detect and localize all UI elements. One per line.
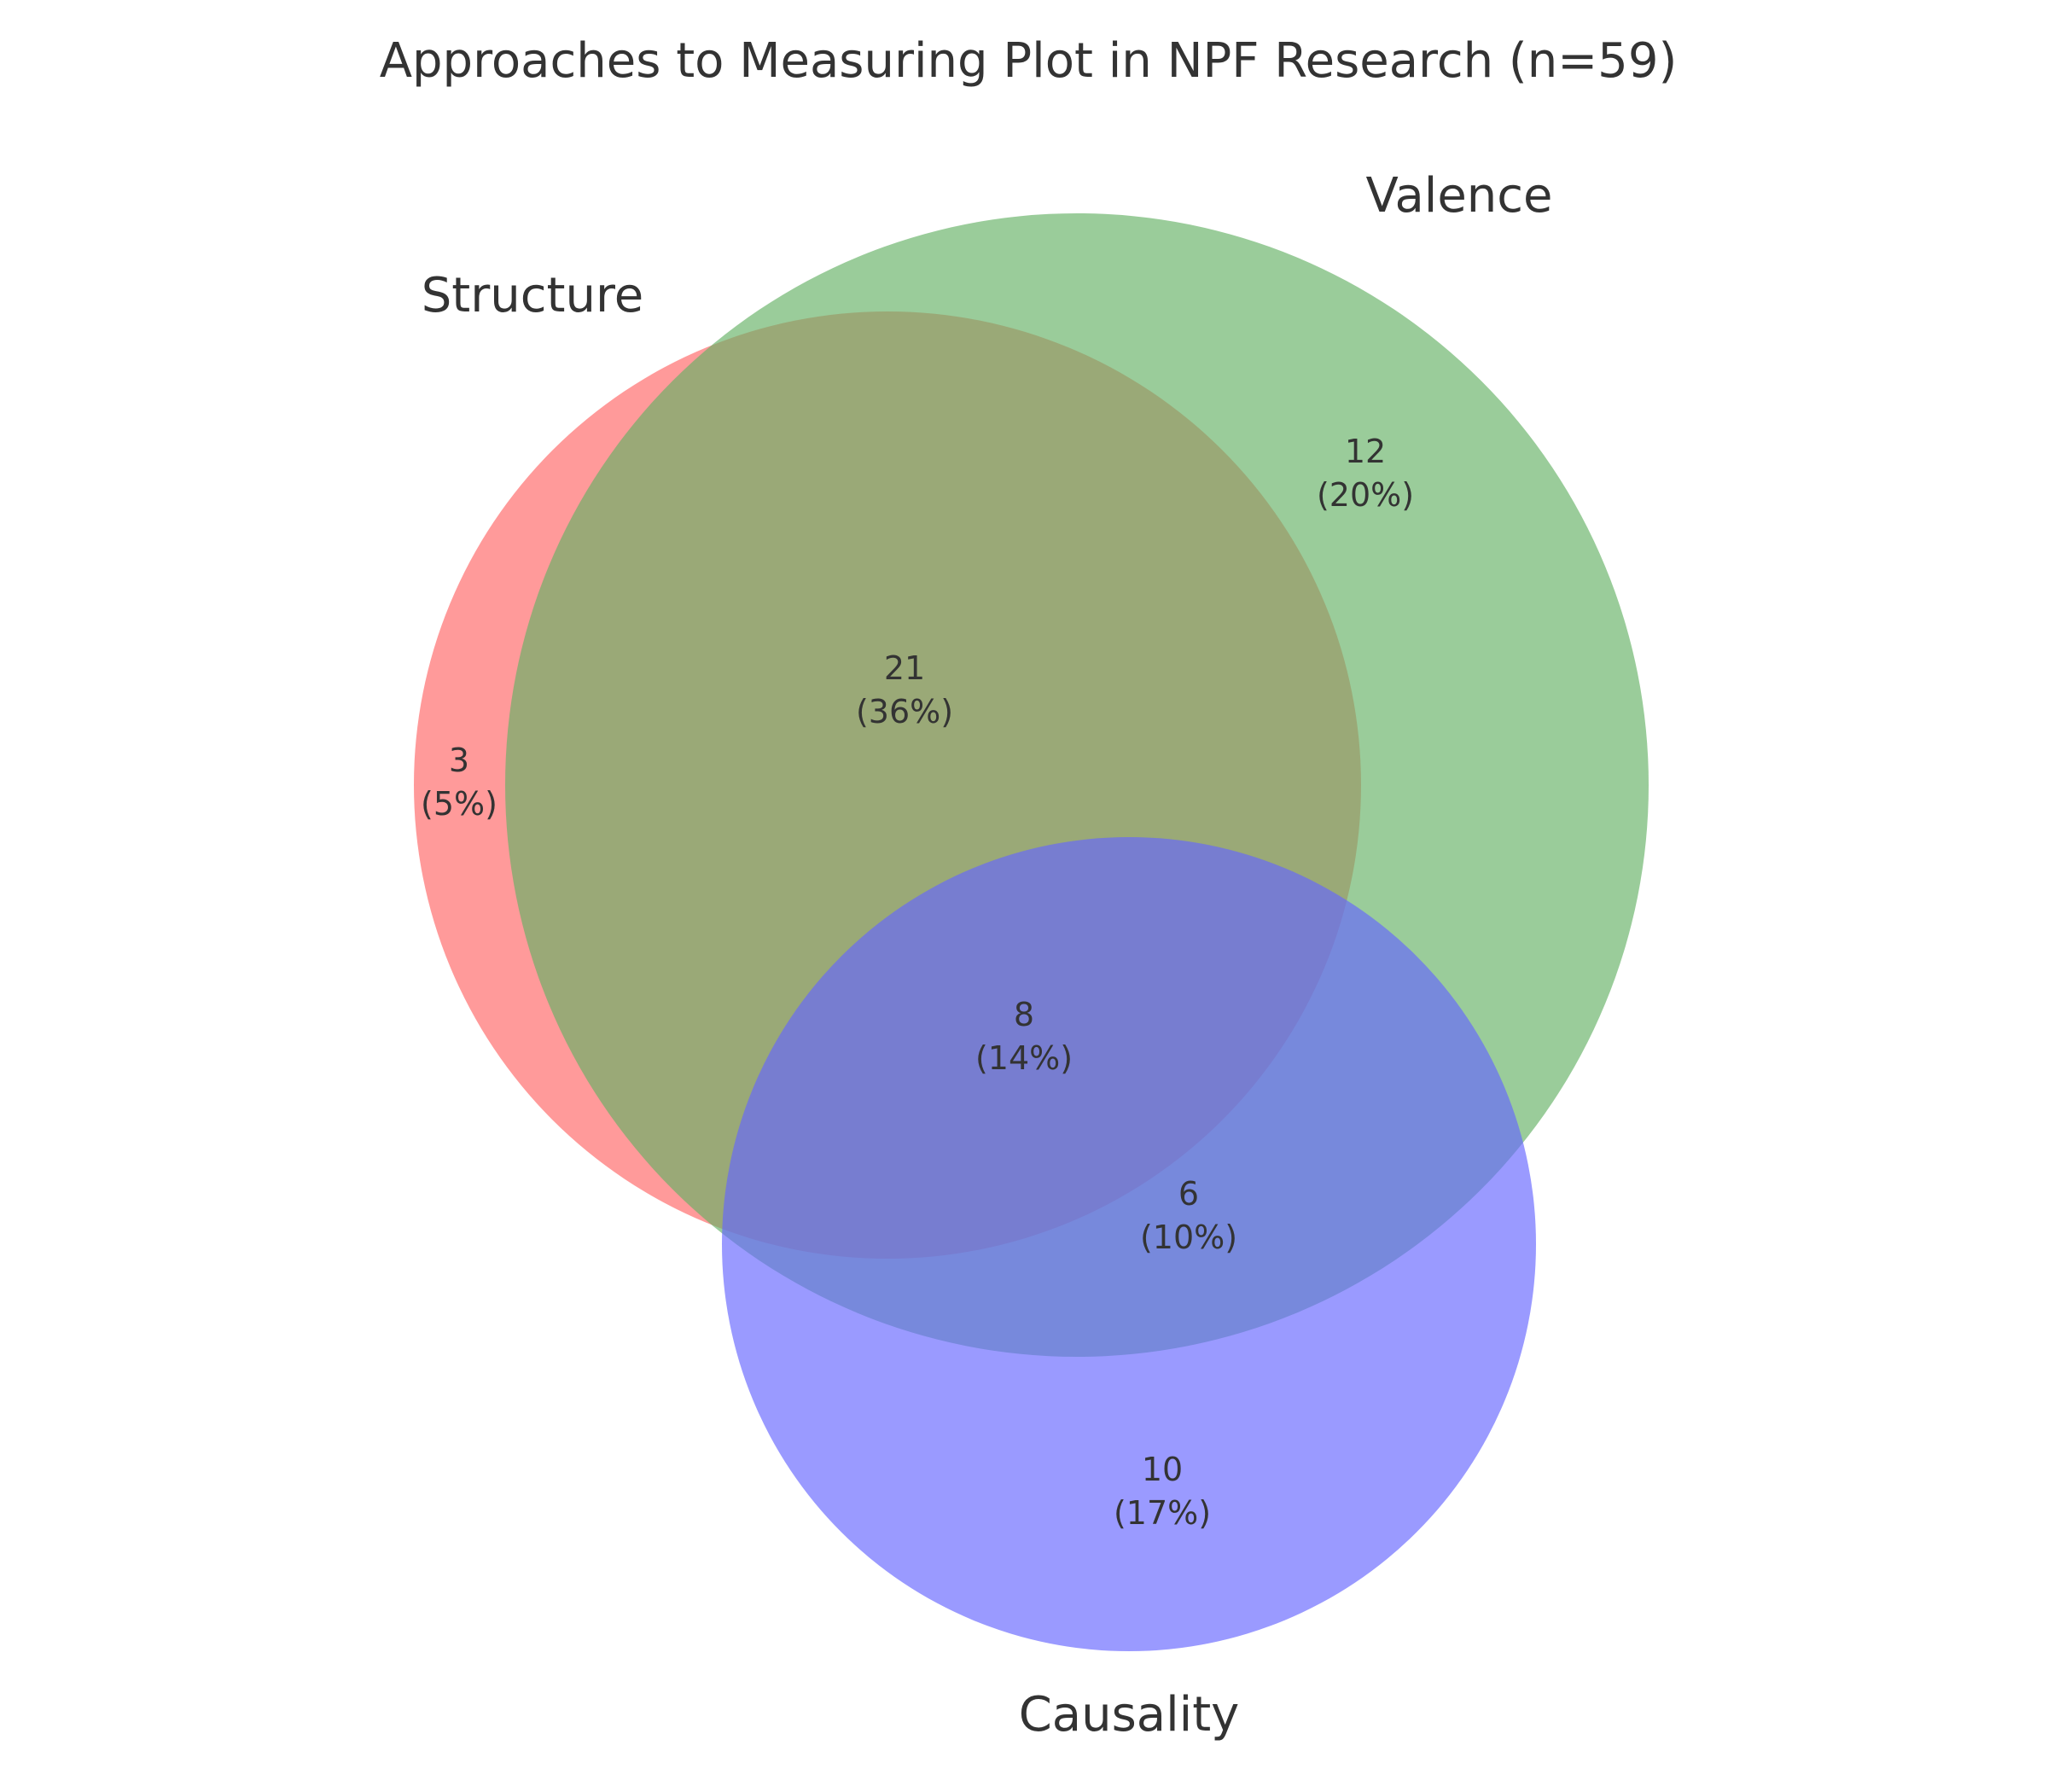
set-label-causality: Causality <box>1019 1687 1240 1743</box>
region-valence-only: 12 (20%) <box>1317 433 1414 514</box>
region-count-valence-causality: 6 <box>1178 1175 1199 1213</box>
region-count-causality-only: 10 <box>1142 1451 1183 1488</box>
region-all-three: 8 (14%) <box>975 996 1073 1077</box>
set-label-structure: Structure <box>422 268 644 323</box>
region-count-structure-valence: 21 <box>884 649 925 687</box>
region-count-valence-only: 12 <box>1345 433 1386 470</box>
region-count-all-three: 8 <box>1014 996 1034 1033</box>
region-valence-causality: 6 (10%) <box>1140 1175 1237 1256</box>
region-causality-only: 10 (17%) <box>1114 1451 1211 1532</box>
region-percent-causality-only: (17%) <box>1114 1494 1211 1532</box>
circle-causality <box>722 837 1536 1651</box>
region-count-structure-only: 3 <box>449 742 469 779</box>
region-percent-all-three: (14%) <box>975 1039 1073 1077</box>
set-label-valence: Valence <box>1365 168 1552 224</box>
region-structure-valence: 21 (36%) <box>856 649 953 730</box>
region-percent-structure-valence: (36%) <box>856 693 953 730</box>
region-percent-valence-only: (20%) <box>1317 476 1414 514</box>
region-structure-only: 3 (5%) <box>421 742 497 823</box>
chart-title: Approaches to Measuring Plot in NPF Rese… <box>380 33 1678 89</box>
circles-layer <box>414 213 1649 1651</box>
region-percent-structure-only: (5%) <box>421 785 497 823</box>
region-percent-valence-causality: (10%) <box>1140 1219 1237 1256</box>
